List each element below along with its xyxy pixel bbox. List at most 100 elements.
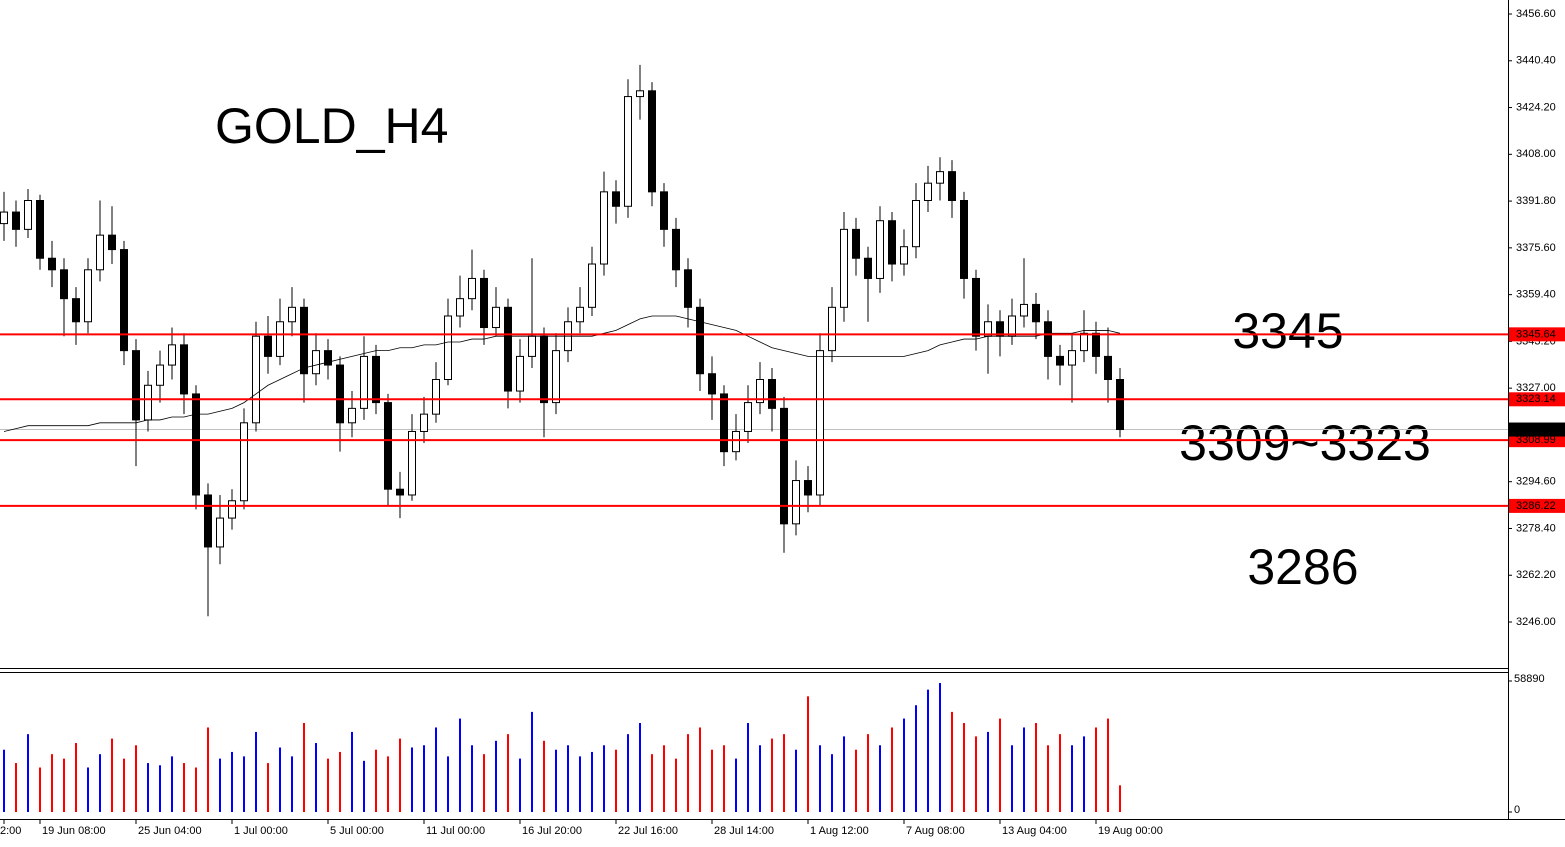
candle-body	[1008, 315, 1016, 337]
candle-body	[72, 298, 80, 323]
volume-tick-label: 0	[1514, 804, 1520, 816]
candle-body	[396, 488, 404, 496]
y-tick-label: 3262.20	[1516, 569, 1556, 581]
annotation: 3309~3323	[1179, 415, 1431, 471]
x-tick-label: 7 Aug 08:00	[906, 825, 965, 837]
level-label-bg	[1509, 327, 1565, 342]
candle-body	[492, 306, 500, 329]
y-tick-label: 3456.60	[1516, 8, 1556, 20]
x-tick-label: 19 Aug 00:00	[1098, 825, 1163, 837]
level-label-bg	[1509, 433, 1565, 448]
candle-body	[264, 335, 272, 357]
y-tick-label: 3391.80	[1516, 195, 1556, 207]
candle-body	[84, 269, 92, 323]
candle-body	[708, 373, 716, 395]
moving-average	[3, 315, 1121, 432]
candle-body	[336, 364, 344, 424]
candle-body	[900, 246, 908, 265]
candle-body	[696, 306, 704, 375]
candle-body	[780, 407, 788, 525]
candle-body	[324, 350, 332, 366]
level-label: 3286.22	[1516, 500, 1556, 512]
candle-body	[576, 306, 584, 323]
candle-body	[132, 350, 140, 421]
candle-body	[1032, 303, 1040, 323]
candle-body	[444, 315, 452, 380]
candle-body	[624, 96, 632, 207]
candle-body	[972, 277, 980, 337]
candle-body	[816, 350, 824, 496]
x-tick-label: 22 Jul 16:00	[618, 825, 678, 837]
candle-body	[648, 90, 656, 193]
candle-body	[588, 263, 596, 308]
candle-body	[948, 171, 956, 202]
y-tick-label: 3246.00	[1516, 616, 1556, 628]
candle-body	[516, 355, 524, 392]
candle-body	[0, 211, 8, 225]
candle-body	[204, 494, 212, 548]
candle-body	[672, 228, 680, 271]
candle-body	[600, 191, 608, 265]
candle-body	[1116, 378, 1124, 431]
candle-body	[216, 517, 224, 548]
candle-body	[876, 220, 884, 279]
candle-body	[1068, 350, 1076, 366]
candle-body	[1044, 321, 1052, 357]
annotation: 3345	[1232, 303, 1343, 359]
y-tick-label: 3327.00	[1516, 382, 1556, 394]
candle-body	[744, 402, 752, 432]
candle-body	[348, 407, 356, 424]
candle-body	[228, 500, 236, 519]
candle-body	[108, 234, 116, 251]
x-tick-label: 16 Jul 20:00	[522, 825, 582, 837]
candle-body	[1020, 303, 1028, 317]
candle-body	[384, 402, 392, 490]
candle-body	[1104, 355, 1112, 380]
x-tick-label: 13 Aug 04:00	[1002, 825, 1067, 837]
level-label: 3308.99	[1516, 434, 1556, 446]
y-tick-label: 3440.40	[1516, 55, 1556, 67]
candle-body	[60, 269, 68, 300]
current-price-label-bg	[1509, 422, 1565, 437]
x-tick-label: 11 Jul 00:00	[426, 825, 485, 837]
candle-body	[636, 90, 644, 98]
level-label-bg	[1509, 498, 1565, 513]
candle-body	[1056, 355, 1064, 366]
candle-body	[804, 480, 812, 496]
candle-body	[768, 378, 776, 409]
y-tick-label: 3375.60	[1516, 242, 1556, 254]
volume-tick-label: 58890	[1514, 673, 1545, 685]
candle-body	[684, 269, 692, 308]
candle-body	[924, 182, 932, 202]
candle-body	[552, 350, 560, 404]
candle-body	[120, 249, 128, 352]
candle-body	[540, 335, 548, 404]
candle-body	[24, 200, 32, 230]
candle-body	[312, 350, 320, 375]
candle-body	[456, 298, 464, 317]
level-label: 3323.14	[1516, 393, 1556, 405]
candle-body	[528, 335, 536, 357]
y-tick-label: 3424.20	[1516, 101, 1556, 113]
x-tick-label: 1 Aug 12:00	[810, 825, 869, 837]
candle-body	[756, 378, 764, 404]
x-tick-label: 1 Jul 00:00	[234, 825, 288, 837]
x-tick-label: 5 Jul 00:00	[330, 825, 384, 837]
annotation: GOLD_H4	[215, 98, 448, 154]
candle-body	[912, 200, 920, 248]
candle-body	[960, 200, 968, 279]
candle-body	[240, 422, 248, 502]
candle-body	[612, 191, 620, 207]
x-tick-label: 25 Jun 04:00	[138, 825, 202, 837]
current-price-label: 3312.67	[1516, 423, 1556, 435]
candle-body	[840, 228, 848, 308]
candle-body	[1080, 332, 1088, 352]
candle-body	[720, 393, 728, 453]
candle-body	[480, 277, 488, 329]
candle-body	[828, 306, 836, 352]
x-tick-label: 2:00	[0, 825, 21, 837]
candle-body	[372, 355, 380, 404]
candle-body	[156, 364, 164, 386]
